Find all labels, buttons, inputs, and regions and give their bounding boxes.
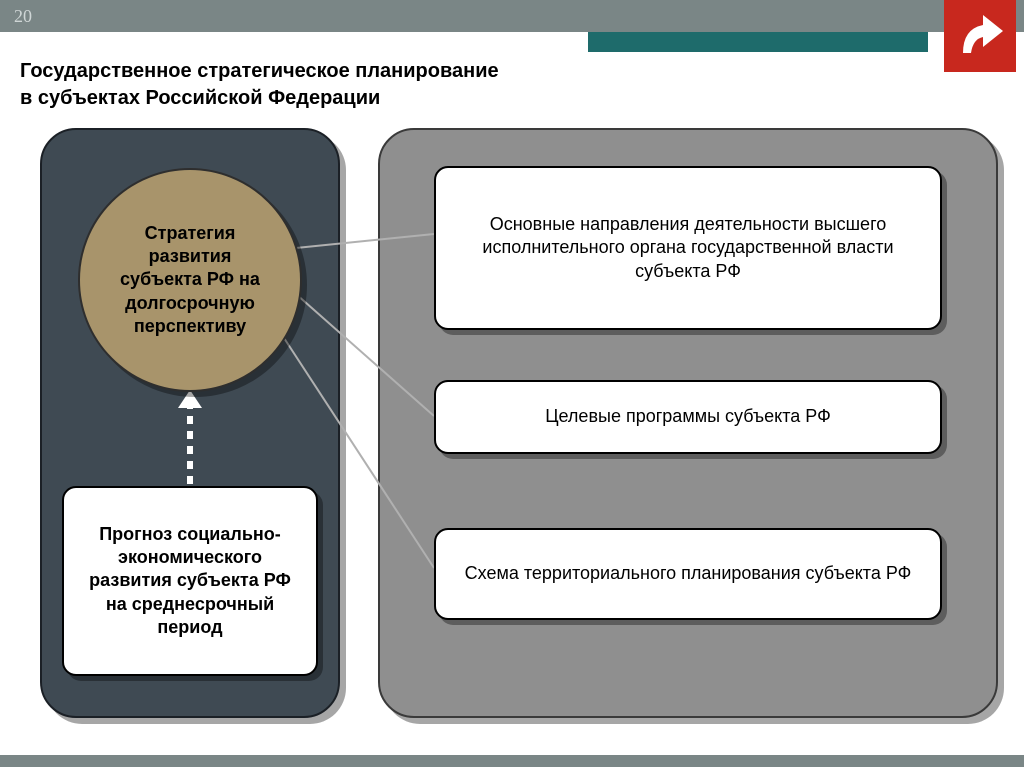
title-line-2: в субъектах Российской Федерации bbox=[20, 87, 380, 109]
forecast-card-text: Прогноз социально-экономического развити… bbox=[86, 523, 294, 640]
right-card-1-text: Основные направления деятельности высшег… bbox=[458, 213, 918, 283]
right-card-3-text: Схема территориального планирования субъ… bbox=[465, 562, 912, 585]
slide-title: Государственное стратегическое планирова… bbox=[20, 58, 499, 112]
right-card-2-text: Целевые программы субъекта РФ bbox=[545, 405, 831, 428]
right-card-3: Схема территориального планирования субъ… bbox=[434, 528, 942, 620]
strategy-circle: Стратегия развития субъекта РФ на долгос… bbox=[78, 168, 302, 392]
right-card-2: Целевые программы субъекта РФ bbox=[434, 380, 942, 454]
top-bar bbox=[0, 0, 1024, 32]
logo-arrow-icon bbox=[944, 0, 1016, 72]
right-card-1: Основные направления деятельности высшег… bbox=[434, 166, 942, 330]
bottom-bar bbox=[0, 755, 1024, 767]
forecast-card: Прогноз социально-экономического развити… bbox=[62, 486, 318, 676]
accent-strip bbox=[588, 32, 928, 52]
page-number: 20 bbox=[14, 6, 32, 27]
title-line-1: Государственное стратегическое планирова… bbox=[20, 60, 499, 82]
strategy-circle-text: Стратегия развития субъекта РФ на долгос… bbox=[106, 222, 274, 339]
